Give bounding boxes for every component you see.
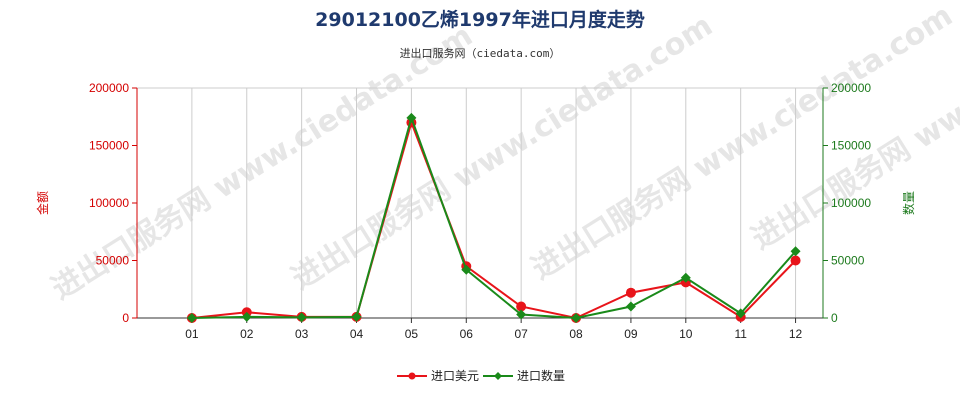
y-tick-left-label: 100000 bbox=[89, 196, 129, 210]
data-point-qty bbox=[625, 301, 636, 312]
legend-label-qty: 进口数量 bbox=[517, 368, 565, 383]
x-tick-label: 01 bbox=[185, 327, 199, 341]
data-point-usd bbox=[516, 301, 527, 312]
data-point-qty bbox=[461, 264, 472, 275]
y-tick-right-label: 150000 bbox=[831, 139, 871, 153]
data-point-qty bbox=[735, 308, 746, 319]
x-tick-label: 02 bbox=[240, 327, 254, 341]
y-tick-left-label: 200000 bbox=[89, 81, 129, 95]
data-point-usd bbox=[625, 287, 636, 298]
y-tick-right-label: 200000 bbox=[831, 81, 871, 95]
x-tick-label: 03 bbox=[295, 327, 309, 341]
data-point-qty bbox=[186, 313, 197, 323]
y-tick-left-label: 0 bbox=[122, 311, 129, 325]
y-tick-right-label: 100000 bbox=[831, 196, 871, 210]
legend-marker-usd bbox=[408, 372, 416, 380]
y-axis-label-right: 数量 bbox=[901, 191, 916, 215]
data-point-qty bbox=[571, 313, 582, 323]
data-point-qty bbox=[241, 311, 252, 322]
chart-axes bbox=[136, 87, 824, 319]
series-line-0 bbox=[191, 119, 797, 320]
x-tick-label: 12 bbox=[789, 327, 803, 341]
data-point-qty bbox=[406, 112, 417, 123]
y-tick-left-label: 50000 bbox=[96, 254, 130, 268]
data-point-qty bbox=[351, 311, 362, 322]
series-layer bbox=[186, 112, 801, 323]
chart-subtitle: 进出口服务网（ciedata.com） bbox=[400, 46, 561, 60]
chart-title: 29012100乙烯1997年进口月度走势 bbox=[315, 8, 645, 31]
x-tick-label: 10 bbox=[679, 327, 693, 341]
x-tick-label: 09 bbox=[624, 327, 638, 341]
axis-ticks: 0 50000 100000 150000 200000 0 50000 100000 1500… bbox=[89, 81, 871, 341]
data-point-qty bbox=[680, 272, 691, 283]
y-tick-left-label: 150000 bbox=[89, 139, 129, 153]
plot-grid bbox=[191, 88, 797, 318]
legend-label-usd: 进口美元 bbox=[431, 369, 479, 383]
x-tick-label: 11 bbox=[734, 327, 747, 341]
data-point-qty bbox=[296, 312, 307, 323]
legend-marker-qty bbox=[494, 372, 502, 380]
x-tick-label: 04 bbox=[350, 327, 364, 341]
series-line-1 bbox=[191, 114, 797, 320]
x-tick-label: 08 bbox=[569, 327, 583, 341]
data-point-usd bbox=[790, 255, 801, 266]
x-tick-label: 05 bbox=[405, 327, 419, 341]
data-point-qty bbox=[790, 246, 801, 257]
legend: 进口美元 进口数量 bbox=[397, 368, 565, 383]
y-tick-right-label: 0 bbox=[831, 311, 838, 325]
y-axis-label-left: 金额 bbox=[35, 191, 50, 215]
x-tick-label: 06 bbox=[460, 327, 474, 341]
x-tick-label: 07 bbox=[514, 327, 528, 341]
y-tick-right-label: 50000 bbox=[831, 254, 865, 268]
data-point-qty bbox=[516, 309, 527, 320]
